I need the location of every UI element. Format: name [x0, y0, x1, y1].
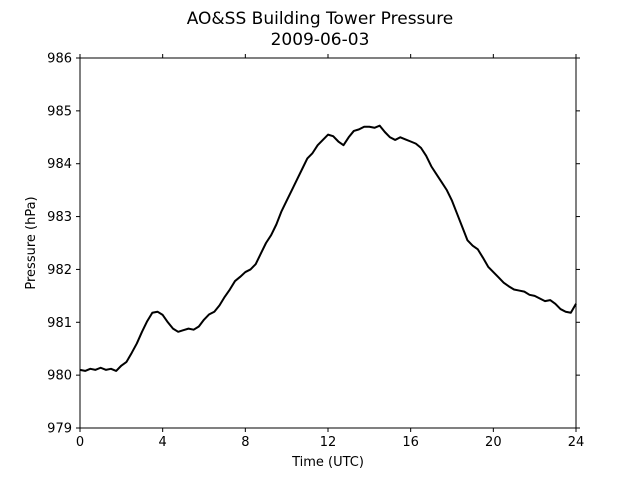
- y-tick-label: 985: [47, 104, 72, 119]
- x-tick-label: 20: [485, 435, 502, 450]
- y-tick-label: 983: [47, 210, 72, 225]
- x-tick-label: 0: [76, 435, 84, 450]
- x-tick-label: 8: [241, 435, 249, 450]
- y-tick-label: 984: [47, 157, 72, 172]
- pressure-series-line: [79, 124, 577, 372]
- x-tick-label: 12: [320, 435, 337, 450]
- x-tick-label: 24: [568, 435, 585, 450]
- y-axis-label: Pressure (hPa): [24, 196, 39, 289]
- y-tick-label: 982: [47, 263, 72, 278]
- chart-title: AO&SS Building Tower Pressure: [187, 9, 454, 29]
- y-tick-label: 980: [47, 369, 72, 384]
- x-tick-label: 4: [159, 435, 167, 450]
- x-tick-label: 16: [402, 435, 419, 450]
- x-axis-label: Time (UTC): [291, 455, 364, 470]
- y-tick-label: 981: [47, 316, 72, 331]
- y-tick-label: 979: [47, 422, 72, 437]
- y-tick-label: 986: [47, 52, 72, 67]
- chart-subtitle: 2009-06-03: [271, 30, 370, 50]
- plot-area-frame: [79, 57, 577, 429]
